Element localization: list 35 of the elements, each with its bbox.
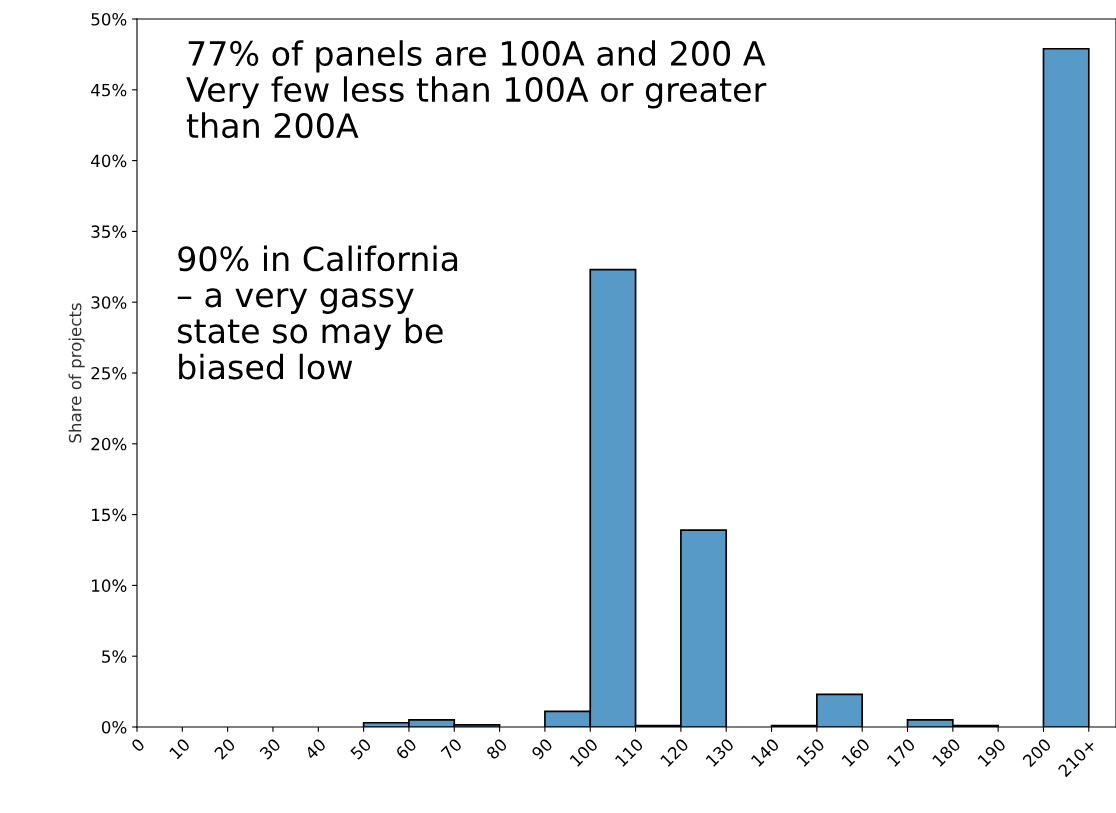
y-tick-label: 45% xyxy=(91,83,127,97)
y-axis-title: Share of projects xyxy=(68,303,85,443)
x-tick-label: 90 xyxy=(530,737,554,761)
y-tick-label: 20% xyxy=(91,437,127,451)
x-tick-label: 120 xyxy=(659,737,690,768)
x-tick-label: 140 xyxy=(750,737,780,768)
y-tick-label: 0% xyxy=(101,720,127,734)
x-tick-label: 100 xyxy=(569,737,599,768)
x-tick-label: 180 xyxy=(931,737,962,768)
x-tick-label: 70 xyxy=(440,737,463,760)
x-tick-label: 40 xyxy=(304,737,327,761)
x-tick-label: 190 xyxy=(977,737,1007,768)
y-tick-label: 5% xyxy=(102,650,127,663)
x-tick-label: 160 xyxy=(841,737,871,768)
x-tick-label: 60 xyxy=(394,737,418,761)
x-tick-label: 30 xyxy=(259,737,282,760)
y-tick-label: 40% xyxy=(91,154,127,168)
y-tick-label: 35% xyxy=(91,225,127,238)
x-tick-label: 150 xyxy=(795,737,826,768)
x-tick-label: 130 xyxy=(705,737,735,768)
x-tick-label: 110 xyxy=(614,737,644,768)
x-tick-label: 200 xyxy=(1022,737,1052,768)
x-tick-label: 50 xyxy=(349,737,372,760)
x-tick-label: 80 xyxy=(485,737,508,761)
x-tick-label: 170 xyxy=(886,737,916,768)
y-tick-label: 30% xyxy=(91,296,127,309)
y-tick-label: 50% xyxy=(91,12,127,26)
x-tick-label: 20 xyxy=(213,737,236,760)
y-tick-label: 25% xyxy=(91,366,127,380)
annotation: 90% in California – a very gassy state so may be biased low xyxy=(177,245,458,380)
annotation: 77% of panels are 100A and 200 A Very few less than 100A or greater than 200A xyxy=(186,40,767,139)
y-tick-label: 10% xyxy=(92,579,127,592)
x-tick-label: 0 xyxy=(130,737,146,753)
y-tick-label: 15% xyxy=(92,508,127,522)
x-tick-label: 10 xyxy=(168,737,191,760)
